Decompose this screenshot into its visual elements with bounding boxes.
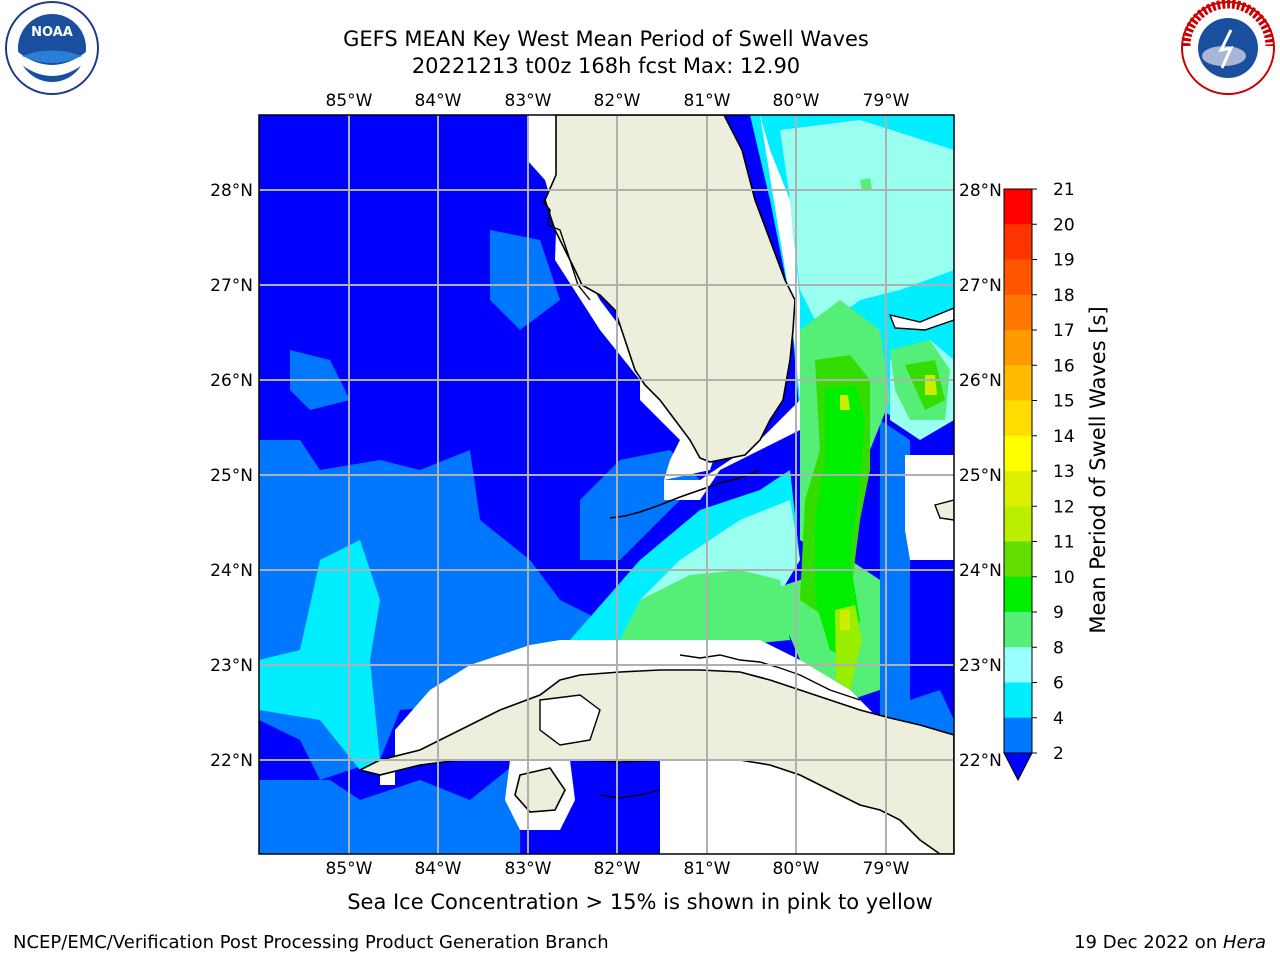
lon-label: 84°W — [415, 91, 462, 111]
map-frame — [258, 114, 955, 855]
svg-text:NOAA: NOAA — [31, 25, 73, 40]
swell-band-brightgreen-core — [815, 385, 865, 660]
colorbar-tick-label: 8 — [1053, 638, 1064, 658]
swell-band-palegreen-straits — [620, 570, 790, 645]
land-florida — [544, 115, 796, 463]
lat-label: 28°N — [959, 181, 1002, 201]
land-cuba-inlet — [539, 694, 601, 746]
lat-label: 24°N — [959, 561, 1002, 581]
swell-band-blue-gulf — [490, 230, 560, 330]
colorbar-tick-label: 21 — [1053, 180, 1075, 200]
footer-host: Hera — [1222, 932, 1266, 953]
colorbar-swatch — [1004, 189, 1032, 225]
swell-band-green-dot — [860, 178, 872, 190]
lon-label: 81°W — [684, 859, 731, 879]
colorbar-swatch — [1004, 400, 1032, 437]
lat-label: 27°N — [959, 276, 1002, 296]
colorbar-swatch — [1004, 471, 1032, 507]
lat-label: 25°N — [210, 466, 253, 486]
noaa-logo: NOAA — [0, 0, 104, 100]
lon-label: 83°W — [505, 91, 552, 111]
colorbar-tick-label: 12 — [1053, 497, 1075, 517]
colorbar-swatch — [1004, 224, 1032, 260]
map-canvas — [259, 115, 954, 854]
colorbar-tick-label: 19 — [1053, 251, 1075, 271]
lon-label: 85°W — [326, 859, 373, 879]
lat-labels-left: 28°N 27°N 26°N 25°N 24°N 23°N 22°N — [210, 181, 253, 771]
nodata-mask-bahamas — [905, 455, 954, 560]
graticule — [259, 115, 954, 854]
footer-credit: NCEP/EMC/Verification Post Processing Pr… — [13, 932, 609, 953]
lat-label: 23°N — [210, 656, 253, 676]
swell-band-blue-south — [259, 760, 520, 854]
lon-label: 82°W — [594, 859, 641, 879]
cuba-south-cays — [599, 789, 661, 799]
lon-labels-top: 85°W 84°W 83°W 82°W 81°W 80°W 79°W — [326, 91, 910, 111]
colorbar-tick-label: 15 — [1053, 392, 1075, 412]
lon-label: 80°W — [773, 91, 820, 111]
colorbar: 21 20 19 18 17 16 15 14 13 12 11 10 9 8 6 4 2 — [1003, 180, 1075, 782]
lat-label: 22°N — [959, 751, 1002, 771]
lon-label: 82°W — [594, 91, 641, 111]
map-title: GEFS MEAN Key West Mean Period of Swell … — [343, 27, 869, 51]
lon-label: 79°W — [863, 859, 910, 879]
lon-labels-bottom: 85°W 84°W 83°W 82°W 81°W 80°W 79°W — [326, 859, 910, 879]
lat-label: 27°N — [210, 276, 253, 296]
colorbar-tick-label: 18 — [1053, 286, 1075, 306]
colorbar-swatch — [1004, 294, 1032, 331]
colorbar-tick-label: 11 — [1053, 533, 1075, 553]
lon-label: 81°W — [684, 91, 731, 111]
florida-keys — [609, 469, 761, 519]
colorbar-tick-label: 13 — [1053, 462, 1075, 482]
colorbar-tick-label: 16 — [1053, 356, 1075, 376]
colorbar-swatch — [1004, 259, 1032, 296]
colorbar-swatch — [1004, 365, 1032, 401]
colorbar-tick-label: 17 — [1053, 321, 1075, 341]
colorbar-tick-label: 2 — [1053, 744, 1064, 764]
swell-band-yellowgreen-small — [840, 395, 850, 410]
lat-label: 25°N — [959, 466, 1002, 486]
lon-label: 79°W — [863, 91, 910, 111]
footer-date: 19 Dec 2022 on Hera — [1074, 932, 1266, 953]
colorbar-swatch — [1004, 330, 1032, 366]
lon-label: 85°W — [326, 91, 373, 111]
lat-labels-right: 28°N 27°N 26°N 25°N 24°N 23°N 22°N — [959, 181, 1002, 771]
nws-logo — [1176, 0, 1280, 100]
lat-label: 26°N — [959, 371, 1002, 391]
land-bahamas — [934, 499, 954, 521]
lat-label: 26°N — [210, 371, 253, 391]
colorbar-tick-label: 20 — [1053, 215, 1075, 235]
lat-label: 23°N — [959, 656, 1002, 676]
lon-label: 84°W — [415, 859, 462, 879]
sea-ice-note: Sea Ice Concentration > 15% is shown in … — [347, 890, 933, 914]
colorbar-tick-label: 4 — [1053, 709, 1064, 729]
footer-date-text: 19 Dec 2022 on — [1074, 932, 1223, 953]
lon-label: 83°W — [505, 859, 552, 879]
colorbar-tick-label: 9 — [1053, 603, 1064, 623]
colorbar-title: Mean Period of Swell Waves [s] — [1086, 306, 1110, 633]
colorbar-swatch — [1004, 717, 1032, 754]
colorbar-tick-label: 10 — [1053, 568, 1075, 588]
colorbar-extension — [1003, 752, 1033, 782]
colorbar-swatch — [1004, 506, 1032, 542]
nodata-mask-jamaica — [880, 830, 910, 854]
lon-label: 80°W — [773, 859, 820, 879]
colorbar-swatch — [1004, 647, 1032, 683]
lat-label: 28°N — [210, 181, 253, 201]
colorbar-swatch — [1004, 541, 1032, 578]
lat-label: 24°N — [210, 561, 253, 581]
colorbar-tick-label: 6 — [1053, 674, 1064, 694]
swell-band-yellowgreen-ne — [925, 375, 937, 395]
colorbar-swatch — [1004, 682, 1032, 719]
colorbar-swatch — [1004, 435, 1032, 472]
swell-band-yellowgreen-cuba — [840, 610, 850, 630]
colorbar-swatch — [1004, 576, 1032, 613]
colorbar-swatch — [1004, 612, 1032, 648]
land-bahamas-north — [888, 307, 954, 331]
colorbar-tick-label: 14 — [1053, 427, 1075, 447]
lat-label: 22°N — [210, 751, 253, 771]
map-subtitle: 20221213 t00z 168h fcst Max: 12.90 — [411, 54, 801, 78]
swell-band-lightcyan-north — [780, 120, 954, 330]
